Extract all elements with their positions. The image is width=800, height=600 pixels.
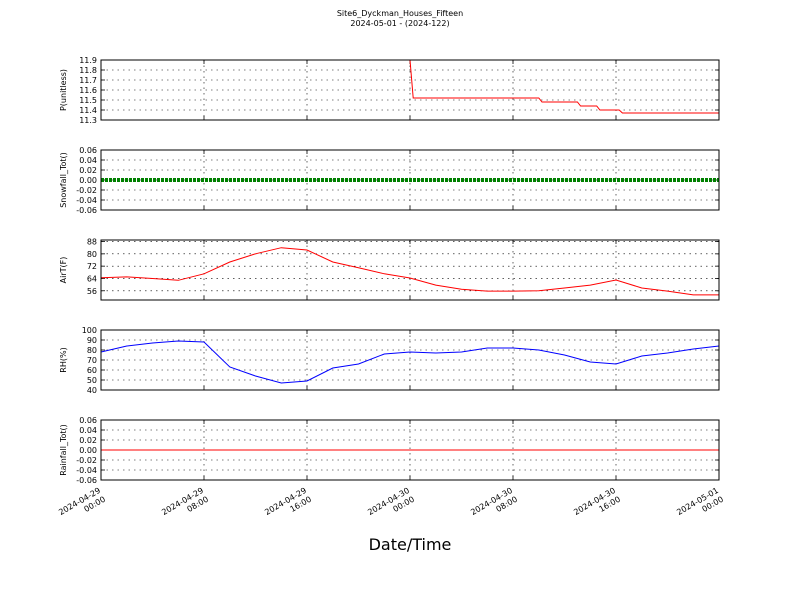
- y-tick-label: 11.3: [79, 116, 97, 125]
- y-tick-label: -0.02: [76, 456, 97, 465]
- plot-frame: [100, 59, 720, 121]
- y-tick-label: 11.6: [79, 86, 97, 95]
- x-tick-label: 2024-05-0100:00: [675, 486, 725, 526]
- y-tick-label: 11.4: [79, 106, 97, 115]
- y-tick-label: 0.00: [79, 176, 97, 185]
- x-tick-label: 2024-04-2900:00: [57, 486, 107, 526]
- y-tick-label: 11.7: [79, 76, 97, 85]
- y-tick-label: 11.8: [79, 66, 97, 75]
- y-tick-label: 0.02: [79, 166, 97, 175]
- y-tick-label: 50: [87, 376, 97, 385]
- y-tick-label: -0.06: [76, 476, 97, 485]
- y-tick-label: -0.04: [76, 196, 97, 205]
- y-tick-label: -0.02: [76, 186, 97, 195]
- y-tick-label: 0.04: [79, 426, 97, 435]
- data-line: [100, 247, 719, 296]
- y-tick-label: 40: [87, 386, 97, 395]
- chart-subtitle: 2024-05-01 - (2024-122): [350, 19, 449, 28]
- y-axis-label: Snowfall_Tot(): [59, 152, 68, 208]
- plot-frame: [100, 149, 720, 211]
- data-line: [100, 340, 720, 384]
- y-tick-label: -0.06: [76, 206, 97, 215]
- y-tick-label: 11.9: [79, 56, 97, 65]
- y-tick-label: 0.06: [79, 416, 97, 425]
- plot-frame: [100, 329, 720, 391]
- y-tick-label: 90: [87, 336, 97, 345]
- y-axis-label: P(unitless): [59, 69, 68, 111]
- chart-title: Site6_Dyckman_Houses_Fifteen: [337, 9, 463, 18]
- y-tick-label: 0.06: [79, 146, 97, 155]
- x-tick-label: 2024-04-3000:00: [366, 486, 416, 526]
- y-tick-label: 0.04: [79, 156, 97, 165]
- y-axis-label: Rainfall_Tot(): [59, 424, 68, 476]
- y-tick-label: 70: [87, 356, 97, 365]
- y-tick-label: 100: [82, 326, 97, 335]
- x-tick-label: 2024-04-3008:00: [469, 486, 519, 526]
- plot-frame: [100, 239, 720, 301]
- x-tick-label: 2024-04-3016:00: [572, 486, 622, 526]
- y-tick-label: 80: [87, 346, 97, 355]
- x-axis-label: Date/Time: [369, 535, 452, 554]
- data-line: [101, 59, 719, 114]
- y-tick-label: 60: [87, 366, 97, 375]
- plot-frame: [100, 419, 720, 481]
- y-tick-label: 0.00: [79, 446, 97, 455]
- x-tick-label: 2024-04-2916:00: [263, 486, 313, 526]
- y-axis-label: RH(%): [59, 347, 68, 372]
- y-tick-label: 64: [87, 274, 97, 283]
- y-tick-label: 11.5: [79, 96, 97, 105]
- y-tick-label: 0.02: [79, 436, 97, 445]
- y-tick-label: -0.04: [76, 466, 97, 475]
- x-tick-label: 2024-04-2908:00: [160, 486, 210, 526]
- y-tick-label: 88: [87, 238, 97, 247]
- y-axis-label: AirT(F): [59, 257, 68, 284]
- y-tick-label: 80: [87, 250, 97, 259]
- y-tick-label: 72: [87, 262, 97, 271]
- y-tick-label: 56: [87, 287, 97, 296]
